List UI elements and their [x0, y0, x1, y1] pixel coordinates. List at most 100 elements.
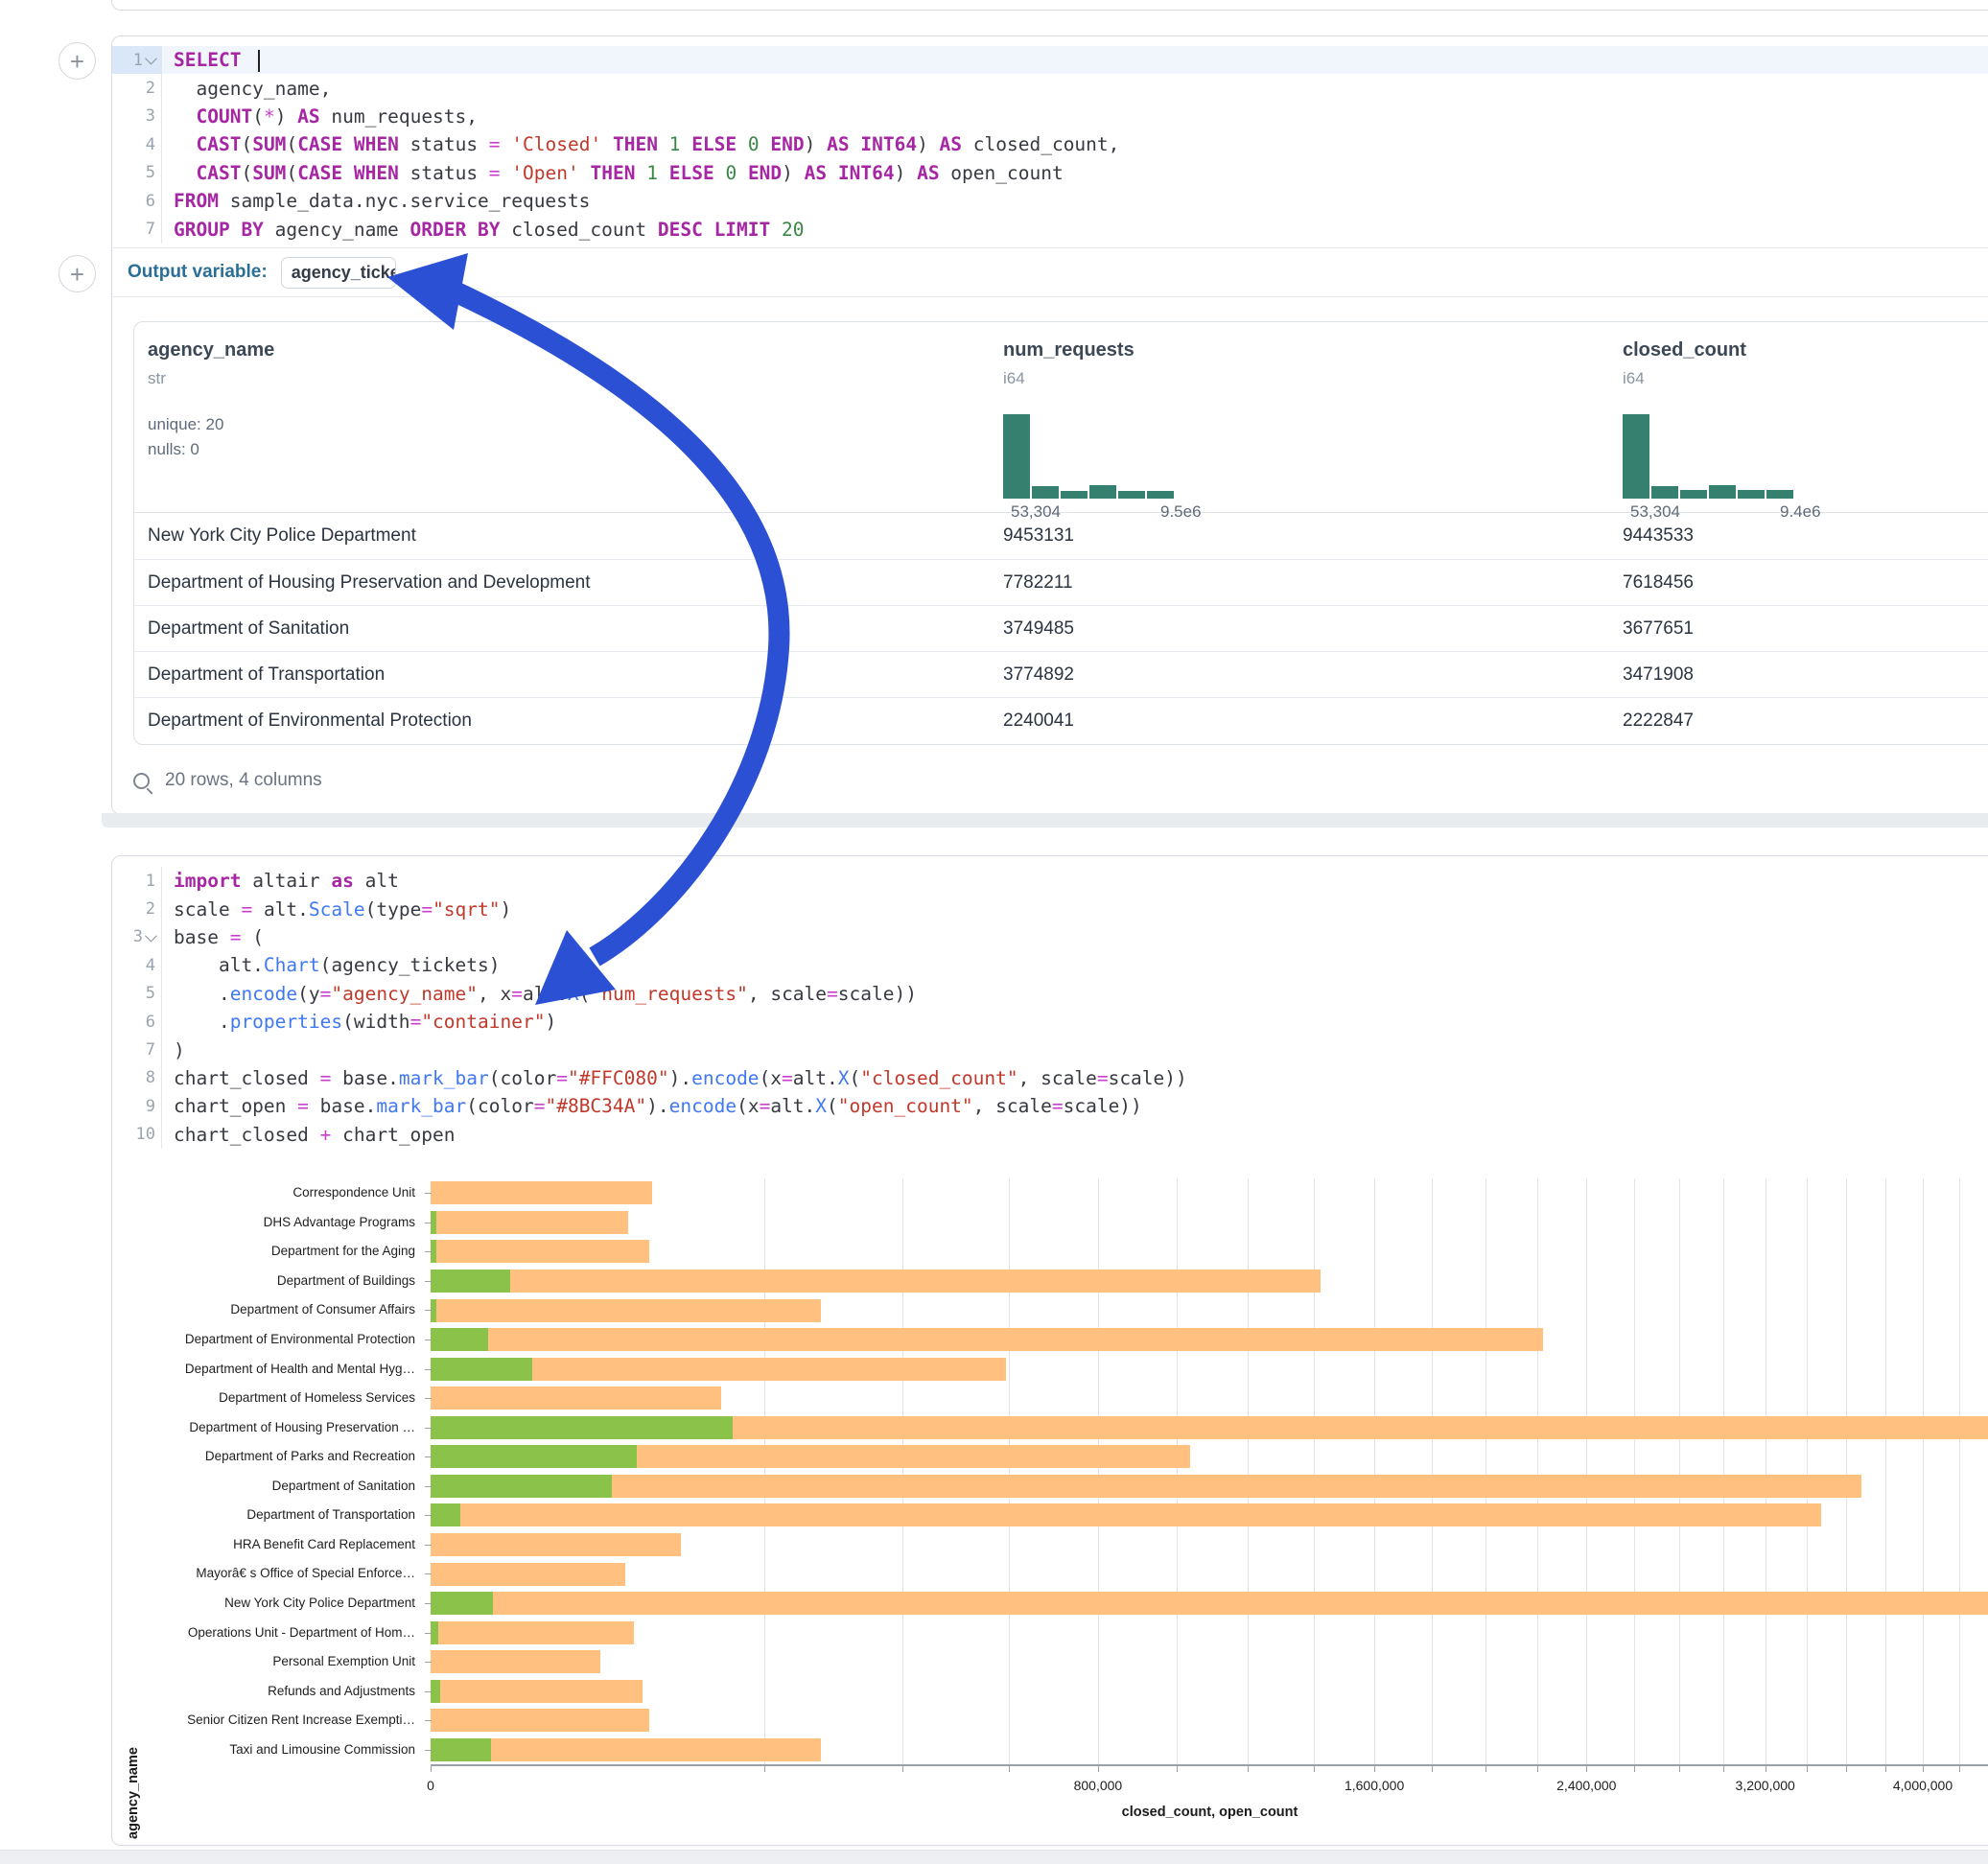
column-header-num_requests[interactable]: num_requestsi6453,3049.5e6 — [1003, 322, 1134, 388]
output-variable-row: Output variable: agency_tickets — [112, 247, 1988, 297]
chart-y-tick — [425, 1281, 432, 1282]
code-token: "sqrt" — [433, 898, 500, 920]
column-name: agency_name — [148, 339, 274, 361]
code-token: ) — [805, 133, 827, 155]
chart-gridline — [1723, 1178, 1724, 1764]
code-text: COUNT(*) AS num_requests, — [162, 105, 478, 128]
histogram-bar — [1766, 490, 1793, 499]
column-type: i64 — [1003, 369, 1134, 388]
code-token: , scale — [1018, 1067, 1097, 1089]
code-token: scale)) — [1064, 1095, 1142, 1117]
code-text: ) — [162, 1039, 185, 1061]
column-header-agency_name[interactable]: agency_namestrunique: 20nulls: 0 — [148, 322, 274, 459]
bar-closed-count — [431, 1621, 634, 1644]
chart-x-tick — [1959, 1766, 1960, 1772]
code-token: = — [320, 983, 332, 1005]
code-token: (y — [297, 983, 319, 1005]
line-number-text: 1 — [133, 51, 143, 70]
code-token: (color — [489, 1067, 556, 1089]
code-token: = — [556, 1067, 568, 1089]
column-header-closed_count[interactable]: closed_counti6453,3049.4e6 — [1623, 322, 1746, 388]
bar-closed-count — [431, 1475, 1861, 1498]
chart-plot-area — [431, 1178, 1988, 1764]
code-token — [680, 133, 691, 155]
code-line[interactable]: 2scale = alt.Scale(type="sqrt") — [112, 895, 1988, 922]
output-variable-input[interactable]: agency_tickets — [281, 257, 396, 289]
chart-gridline — [1177, 1178, 1178, 1764]
code-line[interactable]: 2 agency_name, — [112, 74, 1988, 102]
code-token: = — [760, 1095, 771, 1117]
chart-gridline — [1846, 1178, 1847, 1764]
python-code-editor[interactable]: 1import altair as alt2scale = alt.Scale(… — [112, 856, 1988, 1149]
bar-open-count — [431, 1445, 637, 1468]
sql-code-editor[interactable]: 1SELECT 2 agency_name,3 COUNT(*) AS num_… — [112, 36, 1988, 244]
code-line[interactable]: 6FROM sample_data.nyc.service_requests — [112, 187, 1988, 215]
code-line[interactable]: 9chart_open = base.mark_bar(color="#8BC3… — [112, 1092, 1988, 1120]
chart-x-tick — [1586, 1766, 1587, 1772]
code-line[interactable]: 6 .properties(width="container") — [112, 1008, 1988, 1036]
code-line[interactable]: 3 COUNT(*) AS num_requests, — [112, 103, 1988, 130]
add-cell-button[interactable]: + — [58, 42, 96, 80]
table-summary: 20 rows, 4 columns — [165, 770, 322, 791]
code-token: SUM — [252, 133, 286, 155]
line-number-text: 8 — [146, 1068, 155, 1087]
chart-y-tick — [425, 1428, 432, 1429]
chart-x-tick — [1885, 1766, 1886, 1772]
search-icon[interactable] — [133, 773, 150, 789]
table-row[interactable]: Department of Sanitation37494853677651 — [134, 605, 1988, 651]
line-number-text: 5 — [146, 163, 155, 182]
table-row[interactable]: New York City Police Department945313194… — [134, 513, 1988, 559]
chart-gridline — [1485, 1178, 1486, 1764]
code-line[interactable]: 1import altair as alt — [112, 867, 1988, 895]
table-row[interactable]: Department of Housing Preservation and D… — [134, 559, 1988, 605]
code-token: = — [511, 983, 523, 1005]
code-line[interactable]: 4 alt.Chart(agency_tickets) — [112, 951, 1988, 979]
chart-y-tick — [425, 1691, 432, 1692]
code-token: ) — [895, 162, 917, 184]
chart-category-label: Department of Homeless Services — [219, 1390, 415, 1405]
chart-y-tick — [425, 1398, 432, 1399]
add-cell-button-2[interactable]: + — [58, 255, 96, 292]
code-token: "open_count" — [838, 1095, 973, 1117]
code-token — [737, 133, 748, 155]
table-row[interactable]: Department of Transportation377489234719… — [134, 651, 1988, 697]
code-line[interactable]: 7GROUP BY agency_name ORDER BY closed_co… — [112, 215, 1988, 243]
bar-open-count — [431, 1738, 491, 1761]
code-line[interactable]: 7) — [112, 1036, 1988, 1063]
code-line[interactable]: 5 .encode(y="agency_name", x=alt.X("num_… — [112, 980, 1988, 1008]
chart-y-tick — [425, 1456, 432, 1457]
code-line[interactable]: 5 CAST(SUM(CASE WHEN status = 'Open' THE… — [112, 159, 1988, 187]
python-cell: 1import altair as alt2scale = alt.Scale(… — [111, 855, 1988, 1846]
table-cell: 7618456 — [1623, 572, 1694, 594]
fold-chevron-icon[interactable] — [145, 930, 157, 943]
line-number: 8 — [112, 1064, 162, 1092]
code-line[interactable]: 8chart_closed = base.mark_bar(color="#FF… — [112, 1064, 1988, 1092]
code-line[interactable]: 1SELECT — [112, 46, 1988, 74]
line-number: 7 — [112, 1036, 162, 1063]
code-token: 'Closed' — [511, 133, 601, 155]
code-line[interactable]: 10chart_closed + chart_open — [112, 1121, 1988, 1149]
chart-category-label: Department of Housing Preservation … — [189, 1420, 415, 1434]
bar-open-count — [431, 1680, 440, 1703]
code-token: alt. — [523, 983, 568, 1005]
code-token — [635, 162, 646, 184]
chart-x-tick — [431, 1766, 432, 1772]
chart-y-tick — [425, 1750, 432, 1751]
line-number: 6 — [112, 187, 162, 215]
table-cell: 7782211 — [1003, 572, 1073, 594]
code-line[interactable]: 3base = ( — [112, 923, 1988, 951]
code-token: 'Open' — [511, 162, 578, 184]
chart-gridline — [1432, 1178, 1433, 1764]
chart-gridline — [1923, 1178, 1924, 1764]
chart-category-label: Refunds and Adjustments — [268, 1684, 415, 1698]
line-number: 3 — [112, 103, 162, 130]
chart-x-tick — [1098, 1766, 1099, 1772]
code-token: INT64 — [860, 133, 917, 155]
code-token — [579, 162, 591, 184]
table-row[interactable]: Department of Environmental Protection22… — [134, 697, 1988, 743]
chart-gridline — [1314, 1178, 1315, 1764]
fold-chevron-icon[interactable] — [145, 53, 157, 65]
chart-x-tick-label: 2,400,000 — [1556, 1778, 1616, 1793]
code-line[interactable]: 4 CAST(SUM(CASE WHEN status = 'Closed' T… — [112, 130, 1988, 158]
code-token — [601, 133, 613, 155]
